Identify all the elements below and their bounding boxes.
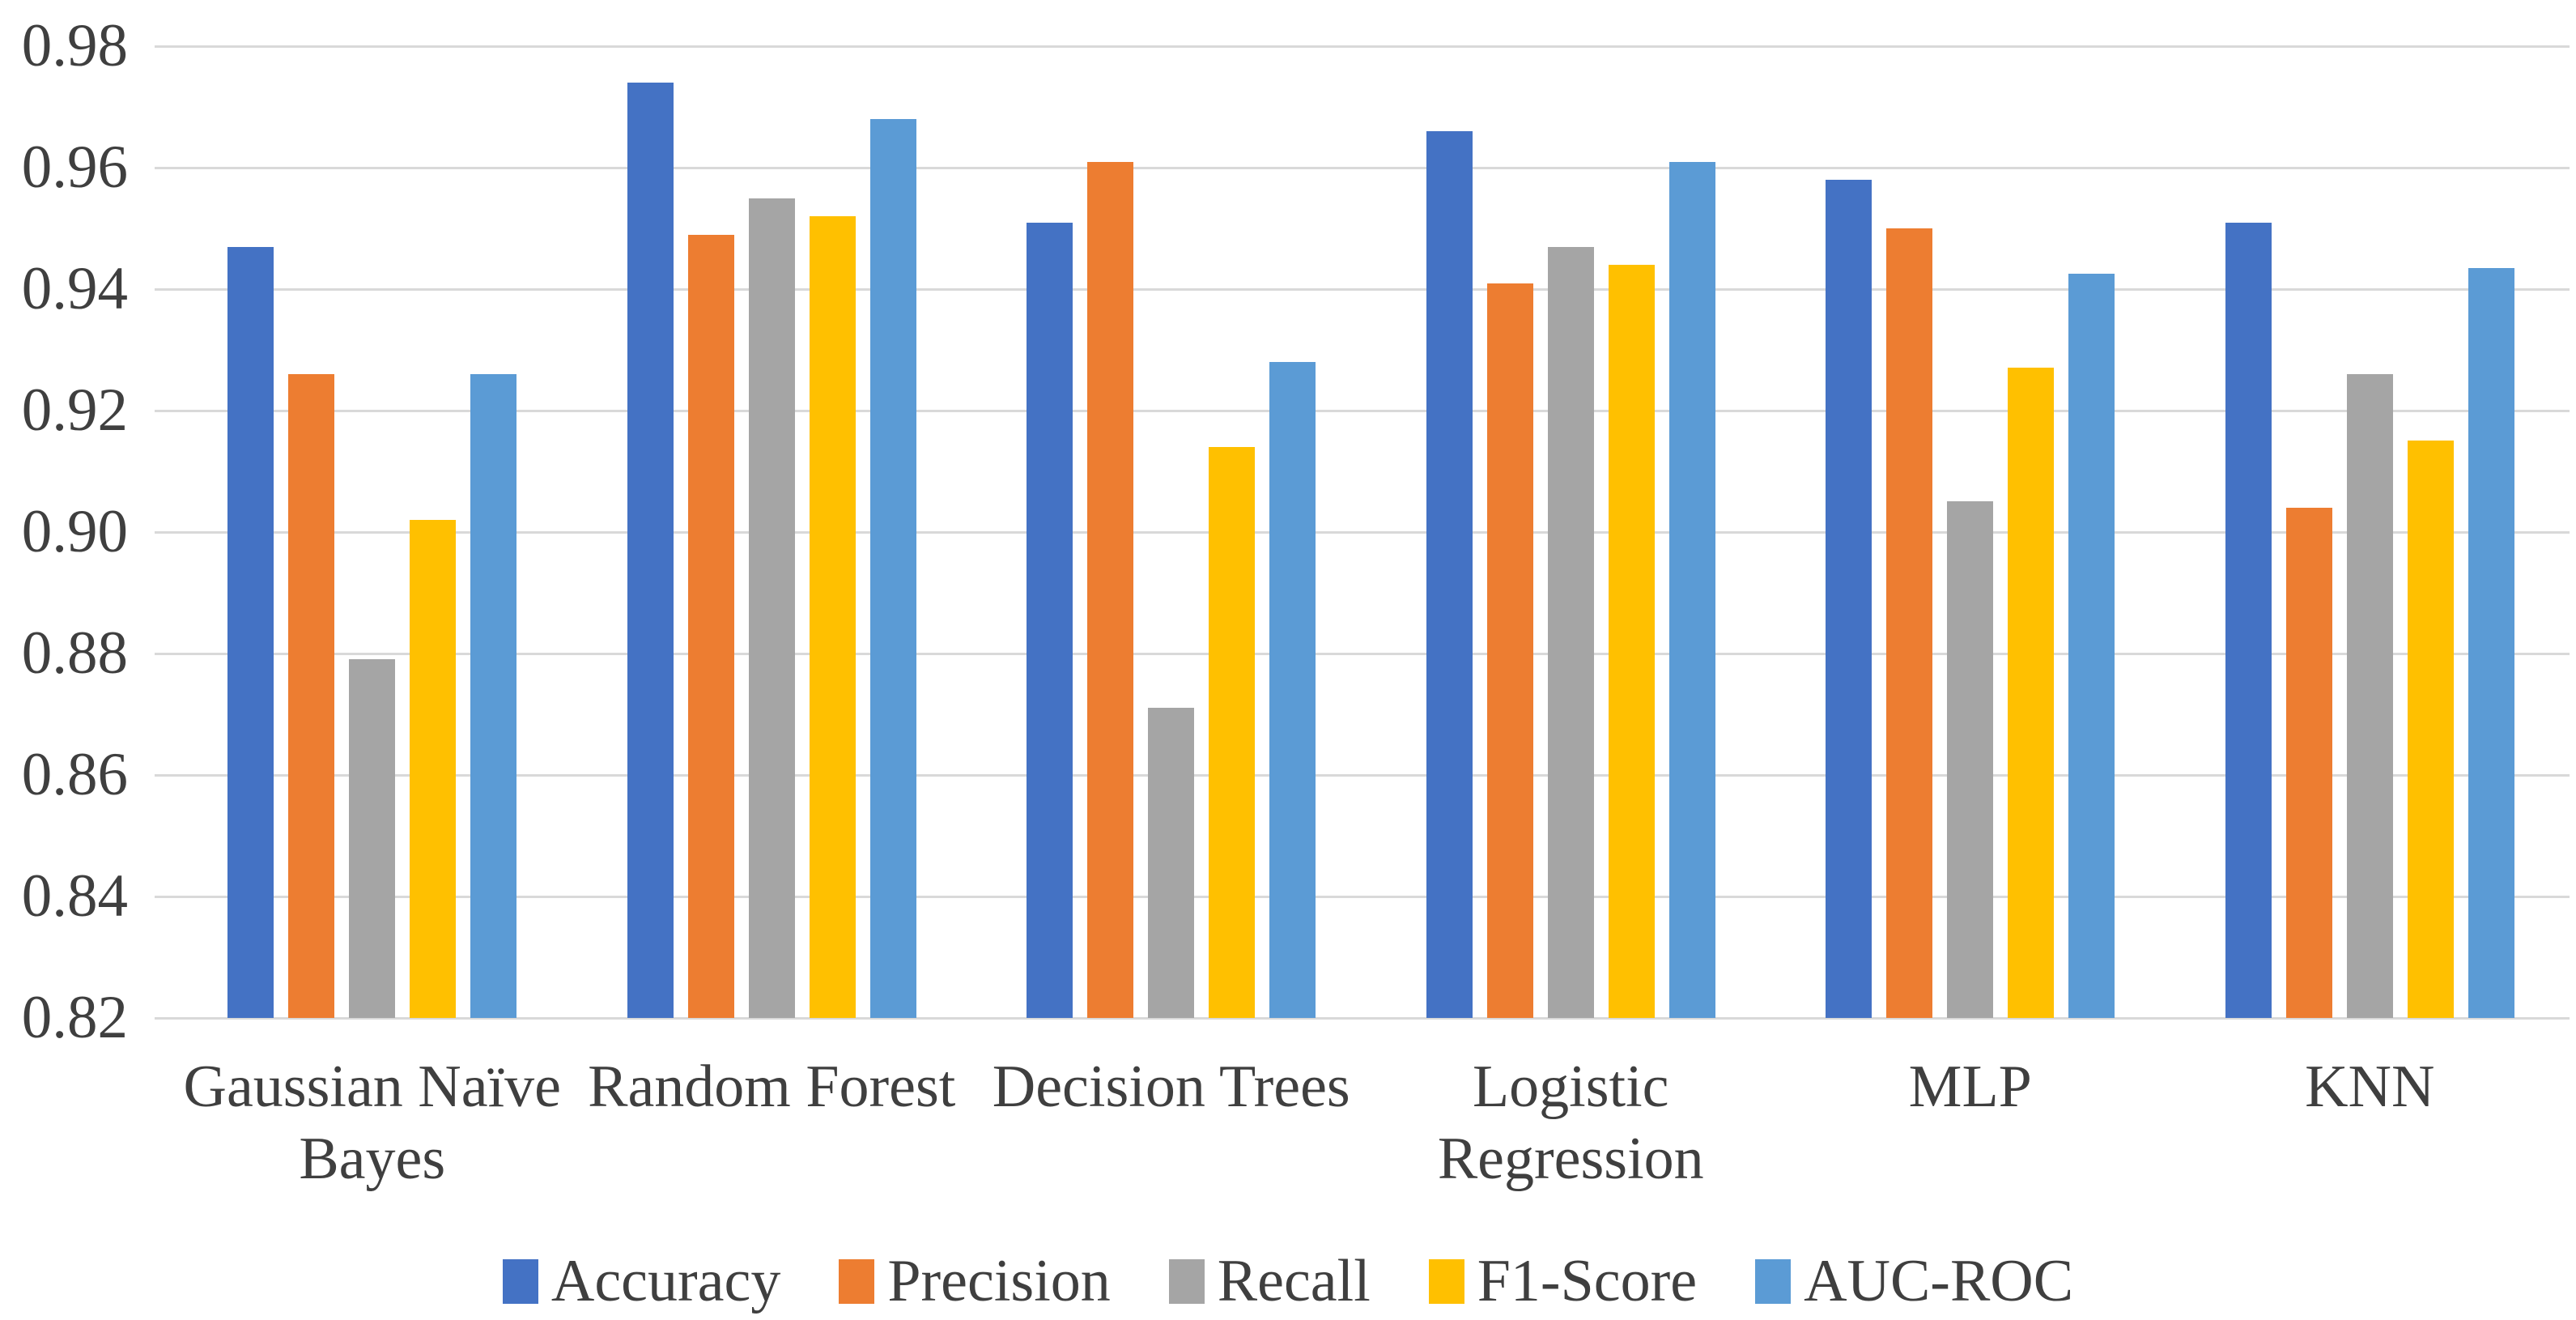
gridline-0.98 [172,45,2570,48]
bar-accuracy-5[interactable] [1826,180,1872,1018]
gridline-0.84 [172,896,2570,898]
bar-f1-score-4[interactable] [1608,265,1655,1018]
y-axis-tick [155,288,172,291]
y-tick-label: 0.82 [21,984,128,1051]
y-tick-label: 0.98 [21,12,128,79]
bar-auc-roc-5[interactable] [2068,274,2115,1018]
bar-accuracy-1[interactable] [227,247,274,1018]
y-axis-tick [155,1017,172,1020]
legend-item-f1-score[interactable]: F1-Score [1428,1247,1698,1316]
bar-group-3 [1027,162,1316,1018]
legend-label: Precision [887,1248,1111,1314]
bar-auc-roc-3[interactable] [1269,362,1316,1018]
bar-precision-4[interactable] [1486,283,1533,1018]
legend-item-recall[interactable]: Recall [1168,1247,1371,1316]
category-label-4: Logistic Regression [1437,1054,1704,1192]
y-tick-label: 0.94 [21,255,128,322]
legend-swatch-icon [839,1259,875,1304]
bar-f1-score-3[interactable] [1209,447,1256,1018]
bar-group-5 [1826,180,2115,1018]
bar-recall-4[interactable] [1547,247,1594,1018]
y-tick-label: 0.86 [21,741,128,808]
bar-precision-1[interactable] [288,374,335,1018]
legend-item-accuracy[interactable]: Accuracy [502,1247,781,1316]
legend-label: F1-Score [1477,1248,1698,1314]
gridline-0.82 [172,1017,2570,1020]
bar-auc-roc-6[interactable] [2468,268,2514,1018]
y-axis-tick [155,896,172,898]
y-axis-tick [155,774,172,777]
bar-auc-roc-1[interactable] [470,374,517,1018]
bar-accuracy-6[interactable] [2225,223,2272,1018]
bar-recall-1[interactable] [349,659,396,1018]
bar-precision-6[interactable] [2285,508,2332,1018]
y-tick-label: 0.90 [21,498,128,565]
bar-precision-2[interactable] [687,235,734,1018]
y-axis-tick [155,531,172,534]
y-tick-label: 0.96 [21,134,128,201]
bar-group-4 [1426,131,1715,1018]
bar-accuracy-2[interactable] [627,83,674,1018]
legend-swatch-icon [1755,1259,1792,1304]
gridline-0.96 [172,167,2570,169]
bar-group-6 [2225,223,2514,1018]
legend: Accuracy Precision Recall F1-Score AUC-ROC [0,1247,2576,1316]
bar-accuracy-3[interactable] [1027,223,1073,1018]
bar-auc-roc-4[interactable] [1668,162,1715,1018]
y-axis-tick [155,410,172,412]
legend-swatch-icon [1168,1259,1205,1304]
y-axis-tick [155,653,172,655]
legend-swatch-icon [502,1259,538,1304]
bar-recall-6[interactable] [2346,374,2393,1018]
y-tick-label: 0.84 [21,862,128,930]
legend-swatch-icon [1428,1259,1464,1304]
gridline-0.90 [172,531,2570,534]
bar-f1-score-6[interactable] [2407,441,2454,1018]
gridline-0.92 [172,410,2570,412]
y-axis-tick [155,167,172,169]
gridline-0.94 [172,288,2570,291]
legend-label: Recall [1217,1248,1371,1314]
gridline-0.88 [172,653,2570,655]
category-label-3: Decision Trees [992,1054,1350,1120]
bar-auc-roc-2[interactable] [869,119,916,1018]
bar-f1-score-5[interactable] [2008,368,2055,1018]
legend-item-precision[interactable]: Precision [839,1247,1111,1316]
legend-item-auc-roc[interactable]: AUC-ROC [1755,1247,2073,1316]
legend-label: Accuracy [550,1248,781,1314]
bar-recall-3[interactable] [1148,708,1195,1018]
y-tick-label: 0.88 [21,620,128,687]
category-label-2: Random Forest [588,1054,956,1120]
category-label-1: Gaussian Naïve Bayes [183,1054,561,1192]
bar-f1-score-2[interactable] [809,216,856,1018]
gridline-0.86 [172,774,2570,777]
bar-f1-score-1[interactable] [410,520,457,1018]
bar-recall-2[interactable] [748,198,795,1018]
bar-recall-5[interactable] [1947,501,1994,1018]
y-axis-tick [155,45,172,48]
bar-accuracy-4[interactable] [1426,131,1473,1018]
y-tick-label: 0.92 [21,377,128,444]
category-label-6: KNN [2305,1054,2435,1120]
bar-precision-5[interactable] [1886,228,1933,1018]
plot-area [172,45,2570,1020]
bar-group-2 [627,83,916,1018]
category-label-5: MLP [1908,1054,2032,1120]
bar-group-1 [227,247,517,1018]
legend-label: AUC-ROC [1804,1248,2074,1314]
bar-precision-3[interactable] [1087,162,1134,1018]
